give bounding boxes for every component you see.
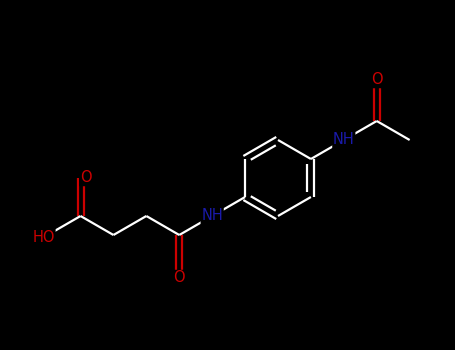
Text: NH: NH	[333, 133, 355, 147]
Text: HO: HO	[32, 230, 55, 245]
Text: O: O	[371, 72, 383, 88]
Text: NH: NH	[201, 209, 223, 224]
Text: O: O	[173, 271, 185, 286]
Text: O: O	[80, 170, 91, 186]
